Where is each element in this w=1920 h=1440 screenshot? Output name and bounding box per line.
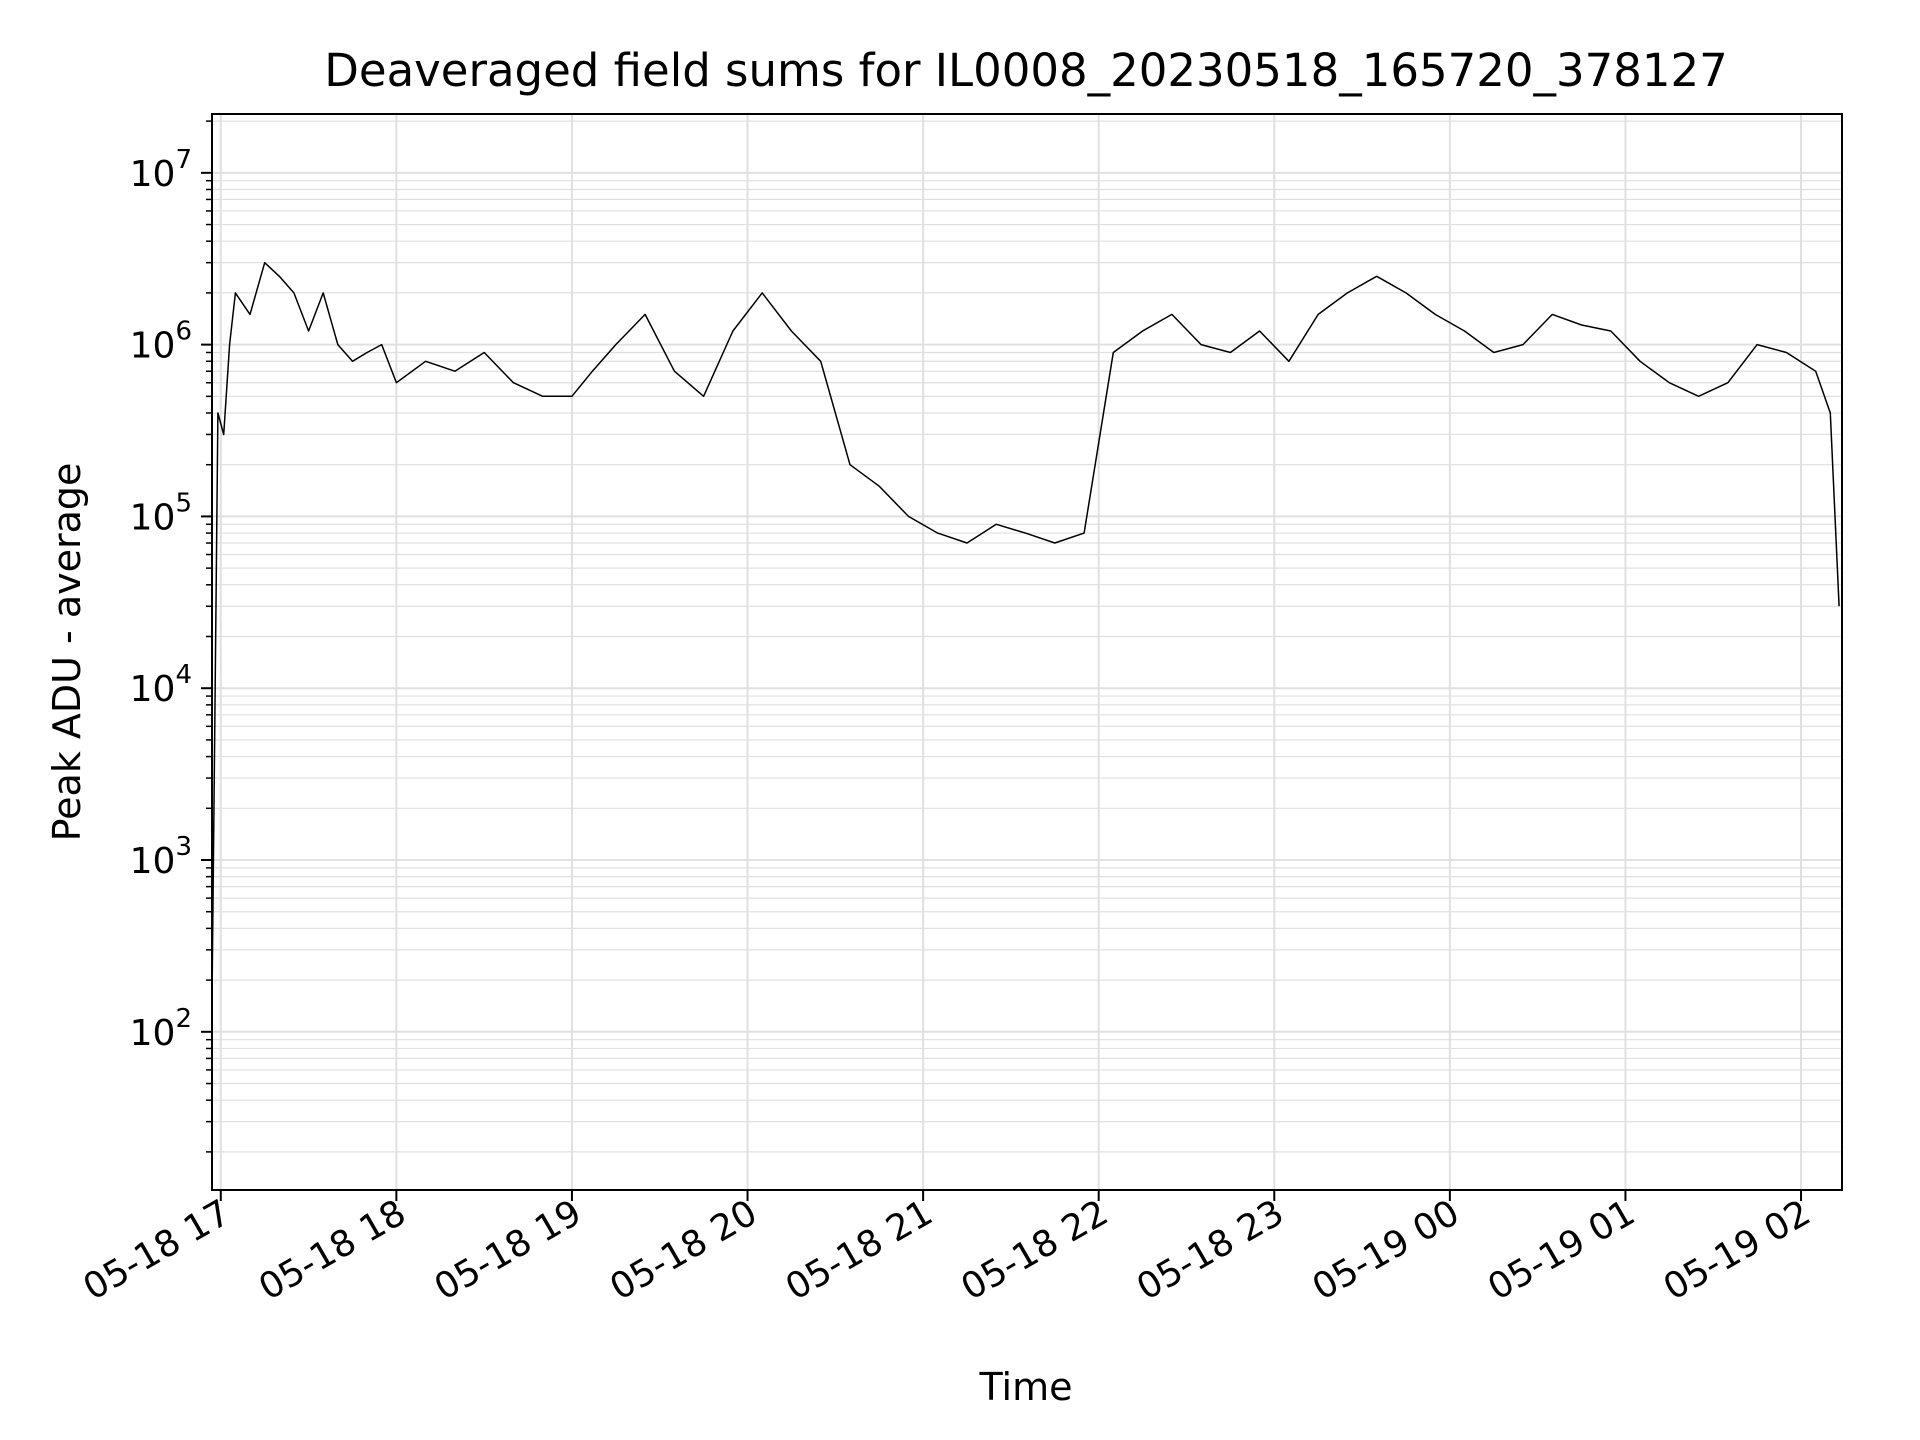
y-tick-label: 105 — [130, 488, 192, 538]
data-line-layer — [211, 261, 1840, 1002]
y-tick-exponent: 5 — [175, 488, 192, 518]
y-tick-exponent: 4 — [175, 660, 192, 690]
y-tick-base: 10 — [130, 669, 176, 710]
plot-frame — [211, 113, 1843, 1191]
y-axis-label: Peak ADU - average — [45, 463, 89, 842]
y-tick-base: 10 — [130, 154, 176, 195]
y-tick-base: 10 — [130, 326, 176, 367]
y-tick-exponent: 3 — [175, 832, 192, 862]
chart-title: Deaveraged field sums for IL0008_2023051… — [324, 44, 1728, 97]
y-tick-label: 102 — [130, 1004, 192, 1054]
y-tick-label: 106 — [130, 317, 192, 367]
series-line — [211, 261, 1840, 1002]
y-tick-exponent: 7 — [175, 145, 192, 175]
y-tick-exponent: 6 — [175, 317, 192, 347]
x-axis-label: Time — [979, 1365, 1073, 1409]
y-tick-base: 10 — [130, 1013, 176, 1054]
y-tick-exponent: 2 — [175, 1004, 192, 1034]
y-tick-base: 10 — [130, 497, 176, 538]
y-tick-base: 10 — [130, 841, 176, 882]
grid — [212, 114, 1842, 1190]
y-tick-label: 107 — [130, 145, 192, 195]
y-tick-label: 103 — [130, 832, 192, 882]
y-tick-label: 104 — [130, 660, 192, 710]
